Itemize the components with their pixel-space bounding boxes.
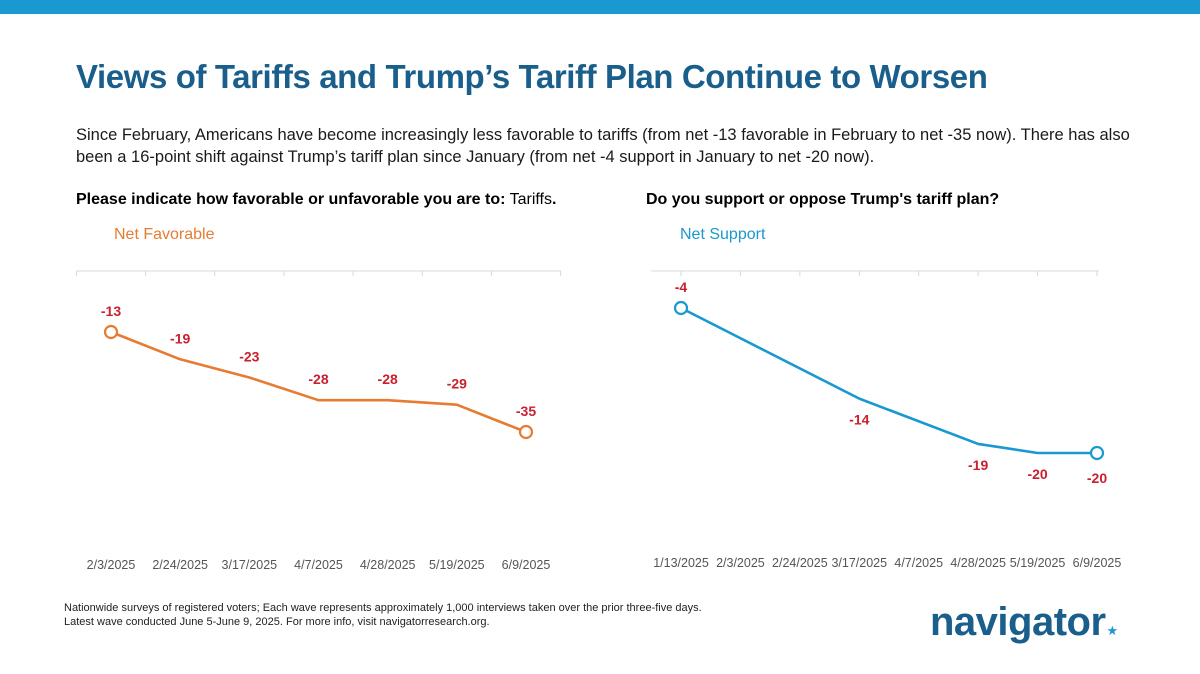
footnote: Nationwide surveys of registered voters;…: [64, 602, 702, 629]
left-chart-question: Please indicate how favorable or unfavor…: [76, 191, 556, 209]
right-last-point-marker: [1089, 445, 1105, 461]
page-title: Views of Tariffs and Trump’s Tariff Plan…: [76, 58, 988, 95]
left-data-label: -13: [101, 303, 121, 319]
right-data-label: -14: [849, 412, 869, 428]
left-x-tick-label: 5/19/2025: [429, 558, 485, 572]
left-data-label: -19: [170, 330, 190, 346]
left-data-label: -23: [239, 348, 259, 364]
left-question-bold: Please indicate how favorable or unfavor…: [76, 191, 506, 208]
top-accent-bar: [0, 0, 1200, 14]
right-x-tick-label: 2/3/2025: [716, 556, 765, 570]
navigator-logo: navigator★: [930, 600, 1118, 645]
right-chart-question: Do you support or oppose Trump's tariff …: [646, 191, 1000, 208]
right-x-tick-label: 5/19/2025: [1010, 556, 1066, 570]
right-x-tick-label: 1/13/2025: [653, 556, 709, 570]
left-series-line: [110, 330, 527, 434]
right-data-label: -4: [675, 279, 688, 295]
right-x-tick-label: 4/28/2025: [950, 556, 1006, 570]
left-data-label: -29: [447, 376, 467, 392]
left-x-tick-label: 4/7/2025: [294, 558, 343, 572]
footnote-line-1: Nationwide surveys of registered voters;…: [64, 602, 702, 614]
right-data-label: -20: [1027, 466, 1047, 482]
right-first-point-marker: [673, 300, 689, 316]
logo-star-icon: ★: [1106, 623, 1119, 638]
right-x-tick-label: 2/24/2025: [772, 556, 828, 570]
left-data-label: -28: [378, 371, 398, 387]
left-first-point-marker: [103, 324, 119, 340]
page-subtitle: Since February, Americans have become in…: [76, 126, 1130, 166]
right-data-label: -20: [1087, 470, 1107, 486]
right-series-label: Net Support: [680, 226, 766, 243]
left-data-label: -28: [308, 371, 328, 387]
left-x-tick-label: 3/17/2025: [222, 558, 278, 572]
left-x-tick-label: 2/24/2025: [152, 558, 208, 572]
right-data-label: -19: [968, 457, 988, 473]
right-series-line: [680, 306, 1097, 455]
logo-text: navigator: [930, 600, 1106, 644]
left-x-tick-label: 2/3/2025: [87, 558, 136, 572]
left-series-label: Net Favorable: [114, 226, 215, 243]
right-x-tick-label: 3/17/2025: [831, 556, 887, 570]
left-question-end: .: [552, 191, 557, 208]
footnote-line-2: Latest wave conducted June 5-June 9, 202…: [64, 615, 490, 628]
right-x-tick-label: 4/7/2025: [894, 556, 943, 570]
left-x-tick-label: 4/28/2025: [360, 558, 416, 572]
right-x-tick-label: 6/9/2025: [1073, 556, 1122, 570]
left-data-label: -35: [516, 403, 536, 419]
left-question-topic: Tariffs: [505, 191, 552, 208]
left-x-tick-label: 6/9/2025: [502, 558, 551, 572]
left-last-point-marker: [518, 424, 534, 440]
